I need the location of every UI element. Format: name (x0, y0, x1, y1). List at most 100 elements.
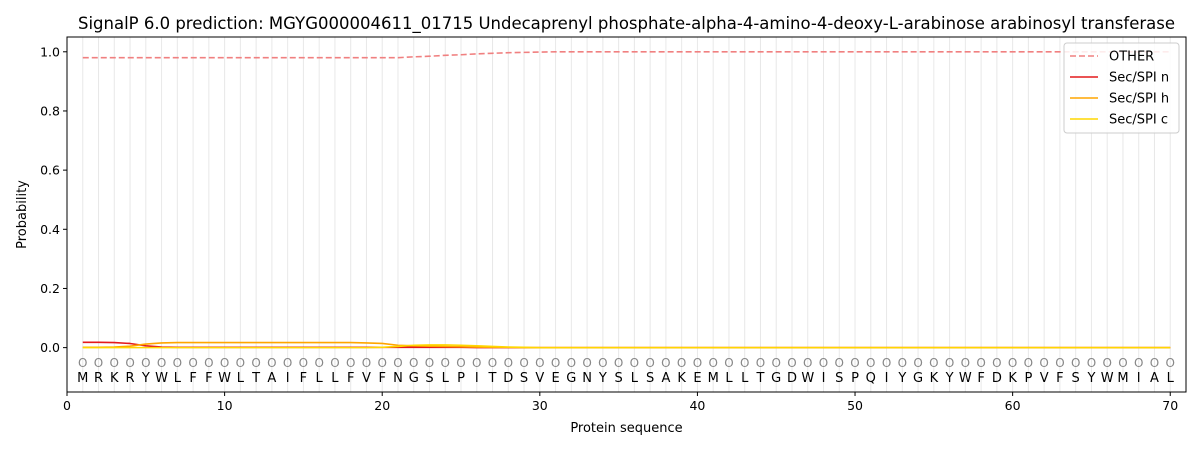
residue-marker: O (803, 356, 812, 370)
residue-marker: O (425, 356, 434, 370)
residue-letter: F (205, 371, 212, 386)
residue-marker: O (882, 356, 891, 370)
residue-letter: L (174, 371, 182, 386)
residue-letter: G (913, 371, 923, 386)
residue-letter: F (300, 371, 307, 386)
residue-letter: S (646, 371, 654, 386)
residue-marker: O (819, 356, 828, 370)
residue-letter: G (409, 371, 419, 386)
residue-letter: R (94, 371, 103, 386)
residue-letter: K (110, 371, 119, 386)
chart-title: SignalP 6.0 prediction: MGYG000004611_01… (78, 14, 1175, 34)
legend-box (1063, 42, 1180, 134)
residue-letter: F (378, 371, 385, 386)
residue-letter: W (1101, 371, 1114, 386)
residue-letter: S (1072, 371, 1080, 386)
residue-letter: P (1024, 371, 1032, 386)
x-axis-label: Protein sequence (570, 421, 682, 436)
residue-letter: I (1137, 371, 1141, 386)
residue-letter: L (741, 371, 749, 386)
x-tick-label: 70 (1162, 398, 1178, 413)
x-tick-label: 50 (847, 398, 863, 413)
residue-letter: S (614, 371, 622, 386)
residue-marker: O (1008, 356, 1017, 370)
residue-letter: N (393, 371, 403, 386)
residue-marker: O (913, 356, 922, 370)
residue-letter: Y (1086, 371, 1095, 386)
residue-marker: O (377, 356, 386, 370)
y-tick-label: 0.0 (40, 340, 60, 355)
residue-marker: O (708, 356, 717, 370)
residue-marker: O (976, 356, 985, 370)
residue-marker: O (771, 356, 780, 370)
residue-letter: N (582, 371, 592, 386)
y-tick-label: 0.8 (40, 103, 60, 118)
x-tick-label: 30 (532, 398, 548, 413)
residue-marker: O (236, 356, 245, 370)
residue-letter: W (801, 371, 814, 386)
x-tick-label: 20 (374, 398, 390, 413)
residue-marker: O (362, 356, 371, 370)
residue-letter: L (331, 371, 339, 386)
residue-marker: O (1071, 356, 1080, 370)
residue-letter: L (316, 371, 324, 386)
residue-marker: O (314, 356, 323, 370)
residue-letter: I (475, 371, 479, 386)
residue-letter: P (851, 371, 859, 386)
residue-grid (82, 37, 1171, 392)
residue-letter: W (959, 371, 972, 386)
series-lines (82, 50, 1171, 349)
residue-letter: D (503, 371, 513, 386)
residue-marker: O (1150, 356, 1159, 370)
residue-marker: O (645, 356, 654, 370)
residue-letter: E (693, 371, 701, 386)
residue-marker: O (1102, 356, 1111, 370)
residue-letter: Y (141, 371, 150, 386)
residue-letter: T (755, 371, 764, 386)
legend: OTHER Sec/SPI n Sec/SPI h Sec/SPI c (1063, 42, 1180, 134)
residue-marker: O (299, 356, 308, 370)
residue-marker: O (141, 356, 150, 370)
series-line-other (82, 50, 1171, 59)
legend-label: OTHER (1109, 50, 1154, 65)
residue-letter: I (885, 371, 889, 386)
residue-marker: O (961, 356, 970, 370)
plot-frame (66, 36, 1187, 393)
residue-marker: O (504, 356, 513, 370)
residue-marker: O (992, 356, 1001, 370)
residue-marker: O (173, 356, 182, 370)
residue-letter: L (1167, 371, 1175, 386)
residue-letter: W (155, 371, 168, 386)
residue-letter: M (77, 371, 88, 386)
residue-marker: O (330, 356, 339, 370)
x-tick-label: 60 (1005, 398, 1021, 413)
residue-letter: G (771, 371, 781, 386)
residue-marker: O (740, 356, 749, 370)
residue-letter: D (992, 371, 1002, 386)
y-axis-ticks: 0.0 0.2 0.4 0.6 0.8 1.0 (40, 44, 67, 355)
residue-letter: S (520, 371, 528, 386)
residue-marker: O (251, 356, 260, 370)
residue-letter: I (286, 371, 290, 386)
residue-letter: V (1040, 371, 1049, 386)
residue-letter: M (1117, 371, 1128, 386)
residue-letter: V (362, 371, 371, 386)
residue-marker: O (945, 356, 954, 370)
residue-marker: O (724, 356, 733, 370)
residue-letter: F (189, 371, 196, 386)
residue-marker: O (756, 356, 765, 370)
residue-marker: O (693, 356, 702, 370)
y-axis-label: Probability (15, 180, 30, 249)
residue-letter: K (1008, 371, 1017, 386)
residue-marker: O (661, 356, 670, 370)
residue-letter: D (787, 371, 797, 386)
residue-marker: O (1055, 356, 1064, 370)
residue-marker: O (850, 356, 859, 370)
residue-letter: V (535, 371, 544, 386)
residue-letter: F (347, 371, 354, 386)
legend-label: Sec/SPI h (1109, 92, 1169, 107)
residue-marker: O (110, 356, 119, 370)
residue-letter: Q (866, 371, 876, 386)
residue-marker: O (835, 356, 844, 370)
y-tick-label: 0.6 (40, 163, 60, 178)
